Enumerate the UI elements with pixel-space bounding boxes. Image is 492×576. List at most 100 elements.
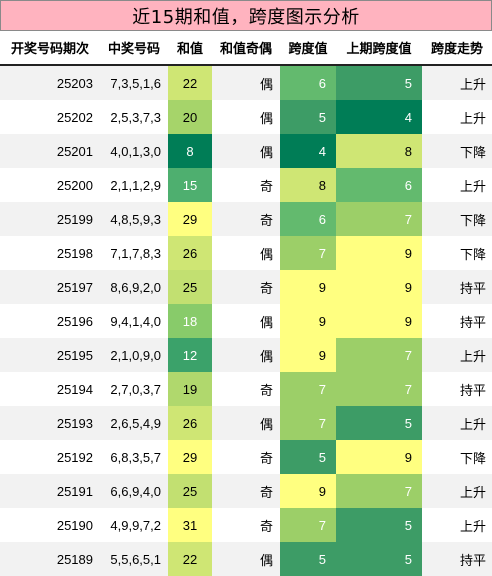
cell-prev-span: 9 [336, 236, 422, 270]
cell-numbers: 2,1,1,2,9 [100, 168, 168, 202]
cell-prev-span: 8 [336, 134, 422, 168]
header-period: 开奖号码期次 [0, 31, 100, 66]
header-span: 跨度值 [280, 31, 336, 66]
cell-parity: 偶 [212, 134, 280, 168]
cell-period: 25194 [0, 372, 100, 406]
cell-sum: 15 [168, 168, 212, 202]
cell-span: 8 [280, 168, 336, 202]
cell-span: 7 [280, 508, 336, 542]
cell-sum: 20 [168, 100, 212, 134]
cell-trend: 上升 [422, 65, 492, 100]
cell-trend: 持平 [422, 372, 492, 406]
cell-parity: 奇 [212, 474, 280, 508]
table-row: 25191 6,6,9,4,0 25 奇 9 7 上升 [0, 474, 492, 508]
analysis-table: 开奖号码期次 中奖号码 和值 和值奇偶 跨度值 上期跨度值 跨度走势 25203… [0, 31, 492, 576]
cell-period: 25190 [0, 508, 100, 542]
cell-span: 9 [280, 304, 336, 338]
cell-parity: 偶 [212, 542, 280, 576]
cell-numbers: 2,7,0,3,7 [100, 372, 168, 406]
cell-trend: 持平 [422, 304, 492, 338]
cell-trend: 上升 [422, 474, 492, 508]
cell-numbers: 2,6,5,4,9 [100, 406, 168, 440]
cell-sum: 25 [168, 270, 212, 304]
cell-sum: 29 [168, 440, 212, 474]
cell-prev-span: 9 [336, 270, 422, 304]
cell-period: 25189 [0, 542, 100, 576]
cell-numbers: 2,5,3,7,3 [100, 100, 168, 134]
cell-span: 9 [280, 270, 336, 304]
cell-parity: 偶 [212, 236, 280, 270]
table-row: 25195 2,1,0,9,0 12 偶 9 7 上升 [0, 338, 492, 372]
table-row: 25202 2,5,3,7,3 20 偶 5 4 上升 [0, 100, 492, 134]
table-row: 25193 2,6,5,4,9 26 偶 7 5 上升 [0, 406, 492, 440]
cell-parity: 奇 [212, 202, 280, 236]
cell-parity: 偶 [212, 338, 280, 372]
cell-parity: 奇 [212, 440, 280, 474]
cell-span: 5 [280, 100, 336, 134]
cell-period: 25196 [0, 304, 100, 338]
cell-prev-span: 5 [336, 542, 422, 576]
cell-parity: 奇 [212, 270, 280, 304]
cell-sum: 25 [168, 474, 212, 508]
table-row: 25197 8,6,9,2,0 25 奇 9 9 持平 [0, 270, 492, 304]
table-row: 25194 2,7,0,3,7 19 奇 7 7 持平 [0, 372, 492, 406]
header-prev-span: 上期跨度值 [336, 31, 422, 66]
cell-trend: 上升 [422, 100, 492, 134]
table-row: 25200 2,1,1,2,9 15 奇 8 6 上升 [0, 168, 492, 202]
table-row: 25189 5,5,6,5,1 22 偶 5 5 持平 [0, 542, 492, 576]
cell-prev-span: 6 [336, 168, 422, 202]
table-row: 25201 4,0,1,3,0 8 偶 4 8 下降 [0, 134, 492, 168]
cell-numbers: 9,4,1,4,0 [100, 304, 168, 338]
table-row: 25192 6,8,3,5,7 29 奇 5 9 下降 [0, 440, 492, 474]
cell-parity: 偶 [212, 65, 280, 100]
cell-period: 25195 [0, 338, 100, 372]
cell-period: 25203 [0, 65, 100, 100]
cell-trend: 持平 [422, 542, 492, 576]
cell-numbers: 7,3,5,1,6 [100, 65, 168, 100]
cell-period: 25191 [0, 474, 100, 508]
cell-sum: 18 [168, 304, 212, 338]
cell-numbers: 7,1,7,8,3 [100, 236, 168, 270]
cell-trend: 上升 [422, 406, 492, 440]
cell-prev-span: 5 [336, 65, 422, 100]
cell-span: 7 [280, 406, 336, 440]
cell-span: 5 [280, 440, 336, 474]
cell-prev-span: 9 [336, 440, 422, 474]
cell-numbers: 4,9,9,7,2 [100, 508, 168, 542]
cell-period: 25193 [0, 406, 100, 440]
cell-numbers: 2,1,0,9,0 [100, 338, 168, 372]
table-row: 25190 4,9,9,7,2 31 奇 7 5 上升 [0, 508, 492, 542]
cell-prev-span: 7 [336, 202, 422, 236]
cell-trend: 下降 [422, 134, 492, 168]
cell-trend: 上升 [422, 338, 492, 372]
cell-sum: 26 [168, 236, 212, 270]
header-row: 开奖号码期次 中奖号码 和值 和值奇偶 跨度值 上期跨度值 跨度走势 [0, 31, 492, 66]
cell-period: 25192 [0, 440, 100, 474]
cell-sum: 26 [168, 406, 212, 440]
table-row: 25203 7,3,5,1,6 22 偶 6 5 上升 [0, 65, 492, 100]
cell-numbers: 6,6,9,4,0 [100, 474, 168, 508]
cell-numbers: 6,8,3,5,7 [100, 440, 168, 474]
cell-numbers: 4,8,5,9,3 [100, 202, 168, 236]
cell-trend: 下降 [422, 440, 492, 474]
cell-trend: 上升 [422, 168, 492, 202]
cell-sum: 19 [168, 372, 212, 406]
cell-span: 6 [280, 202, 336, 236]
cell-prev-span: 7 [336, 474, 422, 508]
cell-prev-span: 7 [336, 338, 422, 372]
cell-sum: 8 [168, 134, 212, 168]
cell-numbers: 5,5,6,5,1 [100, 542, 168, 576]
cell-sum: 31 [168, 508, 212, 542]
header-trend: 跨度走势 [422, 31, 492, 66]
cell-numbers: 8,6,9,2,0 [100, 270, 168, 304]
cell-span: 7 [280, 236, 336, 270]
cell-period: 25198 [0, 236, 100, 270]
cell-period: 25202 [0, 100, 100, 134]
cell-span: 6 [280, 65, 336, 100]
cell-sum: 12 [168, 338, 212, 372]
header-parity: 和值奇偶 [212, 31, 280, 66]
cell-sum: 22 [168, 542, 212, 576]
cell-period: 25197 [0, 270, 100, 304]
cell-period: 25201 [0, 134, 100, 168]
cell-span: 9 [280, 338, 336, 372]
